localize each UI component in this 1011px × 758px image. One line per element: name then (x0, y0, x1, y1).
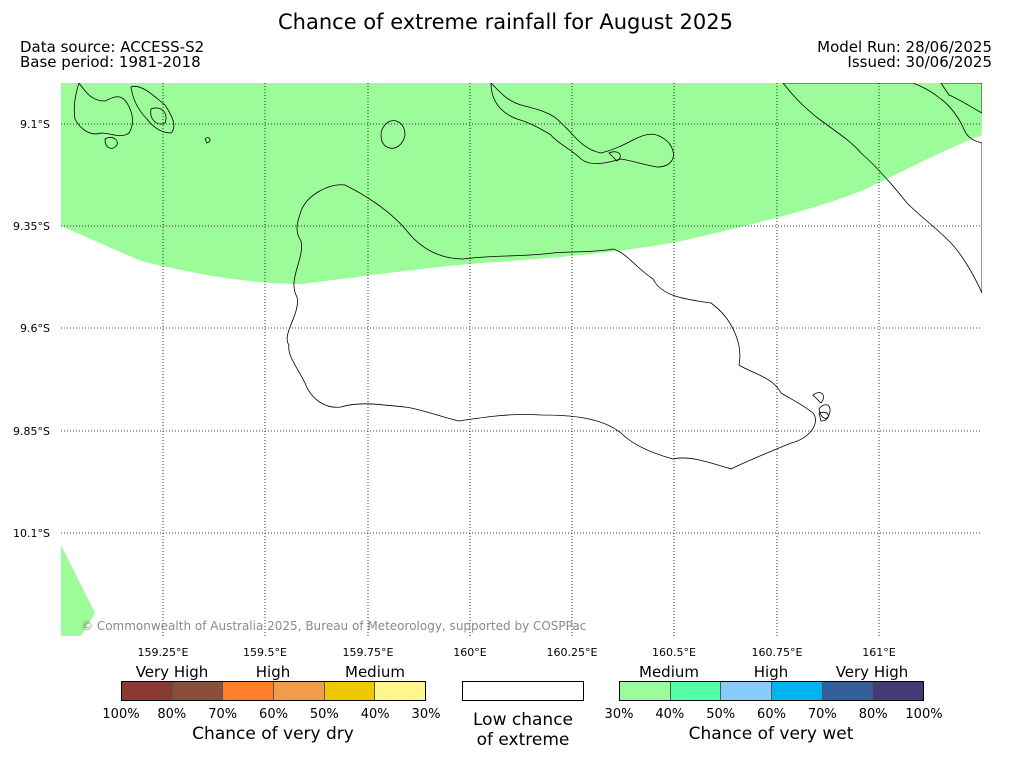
low-chance-box (462, 681, 584, 701)
main-island-outline (286, 184, 816, 470)
data-source-label: Data source: ACCESS-S2 (20, 38, 205, 56)
dry-swatch (122, 682, 173, 700)
dry-tick-label: 60% (259, 707, 288, 722)
lon-label: 160.75°E (751, 646, 803, 659)
lon-label: 160.5°E (652, 646, 696, 659)
map-title: Chance of extreme rainfall for August 20… (278, 10, 733, 34)
lon-label: 160°E (453, 646, 487, 659)
wet-tick-label: 60% (757, 707, 786, 722)
dry-swatch (375, 682, 426, 700)
dry-level-label: High (255, 663, 291, 681)
lat-label: 9.6°S (20, 322, 50, 335)
issued-label: Issued: 30/06/2025 (847, 53, 992, 71)
wet-level-label: Very High (835, 663, 909, 681)
dry-level-label: Very High (135, 663, 209, 681)
dry-tick-label: 70% (208, 707, 238, 722)
wet-swatch (772, 682, 823, 700)
wet-level-label: High (753, 663, 789, 681)
wet-tick-label: 80% (858, 707, 888, 722)
lon-label: 159.25°E (137, 646, 189, 659)
lon-label: 161°E (862, 646, 896, 659)
graticule (61, 83, 982, 636)
wet-tick-label: 70% (807, 707, 837, 722)
low-chance-caption: Low chance of extreme (473, 710, 573, 750)
low-chance-line1: Low chance (473, 710, 573, 730)
lat-label: 10.1°S (13, 527, 50, 540)
low-chance-line2: of extreme (476, 730, 570, 750)
coastlines (73, 83, 982, 470)
wet-swatch (873, 682, 924, 700)
shaded-region-southwest (61, 545, 95, 636)
lat-label: 9.85°S (13, 425, 50, 438)
wet-caption: Chance of very wet (688, 724, 854, 744)
wet-swatch (620, 682, 671, 700)
lon-label: 159.5°E (243, 646, 287, 659)
shaded-region-north (61, 83, 982, 284)
lon-label: 160.25°E (546, 646, 598, 659)
dry-tick-label: 40% (360, 707, 390, 722)
dry-caption: Chance of very dry (192, 724, 354, 744)
base-period-label: Base period: 1981-2018 (20, 53, 201, 71)
run-info: Model Run: 28/06/2025 Issued: 30/06/2025 (817, 40, 992, 70)
forecast-map: © Commonwealth of Australia 2025, Bureau… (61, 83, 982, 636)
wet-tick-label: 30% (604, 707, 634, 722)
wet-swatch (670, 682, 722, 700)
dry-tick-label: 50% (309, 707, 339, 722)
wet-swatch (822, 682, 874, 700)
wet-level-label: Medium (639, 663, 699, 681)
dry-tick-label: 100% (102, 707, 140, 722)
dry-level-label: Medium (345, 663, 405, 681)
dry-swatch (274, 682, 325, 700)
dry-swatch (223, 682, 275, 700)
lon-label: 159.75°E (342, 646, 394, 659)
wet-tick-label: 100% (905, 707, 943, 722)
model-run-label: Model Run: 28/06/2025 (817, 38, 992, 56)
wet-swatch (721, 682, 773, 700)
source-info: Data source: ACCESS-S2 Base period: 1981… (20, 40, 204, 70)
lat-label: 9.35°S (13, 220, 50, 233)
map-canvas (61, 83, 982, 636)
copyright-credit: © Commonwealth of Australia 2025, Bureau… (81, 619, 587, 633)
wet-tick-label: 40% (655, 707, 685, 722)
wet-tick-label: 50% (706, 707, 736, 722)
wet-colorbar (619, 681, 924, 701)
dry-tick-label: 80% (157, 707, 187, 722)
dry-tick-label: 30% (411, 707, 441, 722)
lat-label: 9.1°S (20, 118, 50, 131)
dry-swatch (172, 682, 224, 700)
dry-swatch (324, 682, 376, 700)
dry-colorbar (121, 681, 426, 701)
